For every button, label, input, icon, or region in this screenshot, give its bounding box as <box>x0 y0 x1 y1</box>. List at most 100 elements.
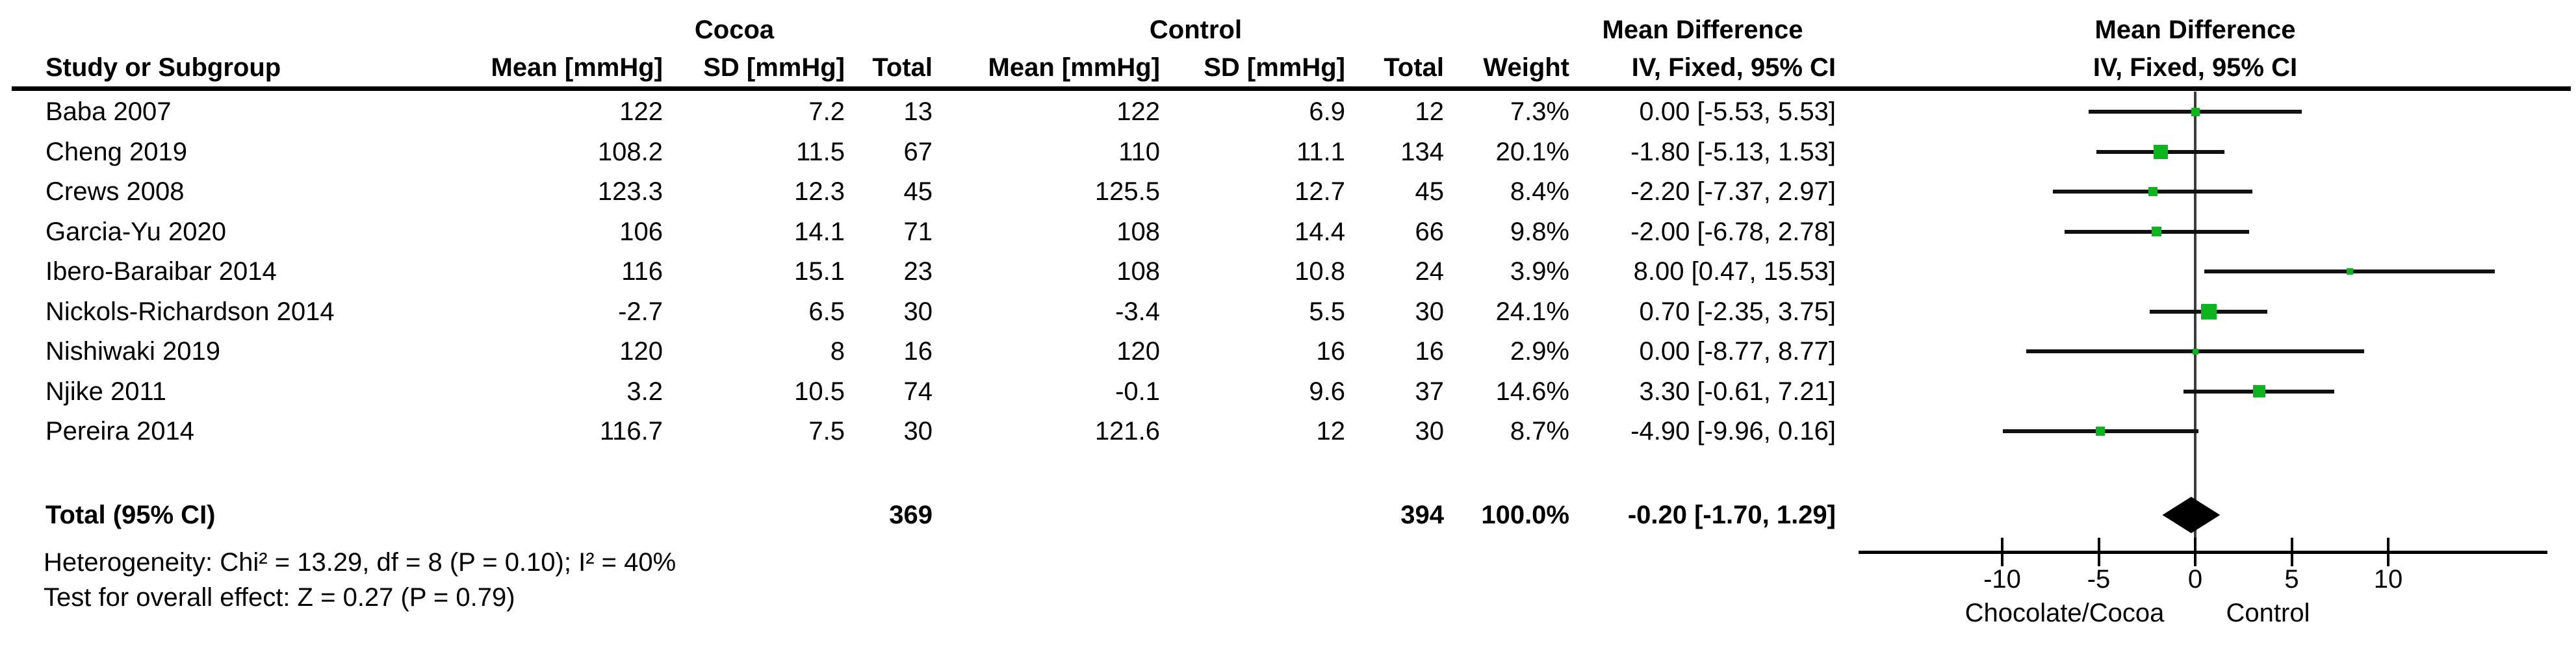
total-ci-label: -0.20 [-1.70, 1.29] <box>1627 501 1836 529</box>
study-weight: 3.9% <box>1510 257 1569 286</box>
x-axis-tick <box>2097 538 2100 566</box>
control-sd: 9.6 <box>1309 377 1345 406</box>
study-weight: 2.9% <box>1510 337 1569 366</box>
cocoa-sd: 7.5 <box>808 417 845 445</box>
point-estimate-square <box>2153 144 2168 159</box>
cocoa-mean: 108.2 <box>597 137 663 166</box>
x-axis-tick <box>2387 538 2389 566</box>
cocoa-sd: 14.1 <box>794 217 845 246</box>
col-header-weight: Weight <box>1483 53 1569 82</box>
cocoa-mean: 116.7 <box>599 417 663 445</box>
cocoa-sd: 6.5 <box>808 297 845 326</box>
study-name: Njike 2011 <box>45 377 167 406</box>
total-row-label: Total (95% CI) <box>45 501 216 529</box>
cocoa-sd: 12.3 <box>794 177 845 206</box>
study-ci-label: -4.90 [-9.96, 0.16] <box>1630 417 1836 445</box>
x-axis-tick <box>2290 538 2293 566</box>
cocoa-total: 71 <box>903 217 933 246</box>
x-axis-tick-label: 10 <box>2373 565 2403 594</box>
study-name: Ibero-Baraibar 2014 <box>45 257 277 286</box>
cocoa-mean: 116 <box>621 257 663 286</box>
cocoa-total: 67 <box>903 137 933 166</box>
point-estimate-square <box>2096 427 2106 436</box>
col-header-control-mean: Mean [mmHg] <box>988 53 1160 82</box>
col-header-cocoa-mean: Mean [mmHg] <box>491 53 663 82</box>
cocoa-sd: 10.5 <box>794 377 845 406</box>
cocoa-total: 74 <box>903 377 933 406</box>
point-estimate-square <box>2152 227 2162 236</box>
col-header-ci: IV, Fixed, 95% CI <box>1631 53 1836 82</box>
col-header-study: Study or Subgroup <box>45 53 281 82</box>
study-name: Baba 2007 <box>45 97 172 126</box>
x-axis-tick <box>2001 538 2003 566</box>
study-name: Garcia-Yu 2020 <box>45 217 226 246</box>
control-sd: 14.4 <box>1294 217 1345 246</box>
study-ci-label: 0.70 [-2.35, 3.75] <box>1639 297 1836 326</box>
zero-effect-line <box>2194 92 2196 552</box>
x-axis-line <box>1859 551 2547 554</box>
study-ci-label: -1.80 [-5.13, 1.53] <box>1630 137 1836 166</box>
study-name: Nishiwaki 2019 <box>45 337 221 366</box>
control-sd: 16 <box>1316 337 1346 366</box>
control-sd: 10.8 <box>1294 257 1345 286</box>
study-weight: 24.1% <box>1495 297 1569 326</box>
point-estimate-square <box>2252 385 2265 397</box>
overall-effect-stats: Test for overall effect: Z = 0.27 (P = 0… <box>44 583 515 612</box>
axis-label-favours-control: Control <box>2226 599 2310 627</box>
control-mean: 110 <box>1118 137 1160 166</box>
point-estimate-square <box>2191 107 2200 116</box>
x-axis-tick-label: 5 <box>2284 565 2299 594</box>
cocoa-sd: 8 <box>830 337 845 366</box>
pooled-effect-diamond <box>2162 497 2221 533</box>
control-mean: 121.6 <box>1094 417 1160 445</box>
md-plot-header: Mean Difference <box>2094 16 2296 44</box>
cocoa-total: 30 <box>903 417 933 445</box>
cocoa-mean: 106 <box>619 217 663 246</box>
point-estimate-square <box>2346 268 2353 275</box>
control-mean: -3.4 <box>1115 297 1160 326</box>
study-name: Cheng 2019 <box>45 137 187 166</box>
control-mean: 122 <box>1116 97 1160 126</box>
x-axis-tick-label: 0 <box>2187 565 2203 594</box>
control-total: 66 <box>1415 217 1445 246</box>
control-sd: 5.5 <box>1309 297 1345 326</box>
study-weight: 8.4% <box>1510 177 1569 206</box>
cocoa-total: 30 <box>903 297 933 326</box>
group-header-control: Control <box>1149 16 1243 44</box>
control-mean: 108 <box>1116 217 1160 246</box>
cocoa-total: 13 <box>903 97 933 126</box>
cocoa-sd: 15.1 <box>794 257 845 286</box>
control-sd: 6.9 <box>1309 97 1345 126</box>
header-rule <box>12 86 2571 91</box>
point-estimate-square <box>2192 348 2198 355</box>
control-sd: 12.7 <box>1294 177 1345 206</box>
col-header-control-sd: SD [mmHg] <box>1204 53 1345 82</box>
total-weight: 100.0% <box>1481 501 1569 529</box>
col-header-cocoa-sd: SD [mmHg] <box>703 53 845 82</box>
cocoa-mean: 120 <box>619 337 663 366</box>
cocoa-total: 16 <box>903 337 933 366</box>
x-axis-tick-label: -5 <box>2087 565 2111 594</box>
study-weight: 9.8% <box>1510 217 1569 246</box>
control-total: 30 <box>1415 297 1445 326</box>
study-name: Nickols-Richardson 2014 <box>45 297 335 326</box>
control-total: 12 <box>1415 97 1445 126</box>
total-cocoa-n: 369 <box>889 501 933 529</box>
study-ci-label: 0.00 [-8.77, 8.77] <box>1639 337 1836 366</box>
col-header-control-total: Total <box>1384 53 1444 82</box>
study-name: Pereira 2014 <box>45 417 195 445</box>
study-weight: 7.3% <box>1510 97 1569 126</box>
cocoa-mean: -2.7 <box>618 297 663 326</box>
control-total: 16 <box>1415 337 1445 366</box>
study-ci-label: 3.30 [-0.61, 7.21] <box>1639 377 1836 406</box>
x-axis-tick <box>2194 538 2196 566</box>
x-axis-tick-label: -10 <box>1983 565 2021 594</box>
control-mean: 125.5 <box>1094 177 1160 206</box>
study-ci-label: -2.00 [-6.78, 2.78] <box>1630 217 1836 246</box>
cocoa-mean: 123.3 <box>597 177 663 206</box>
cocoa-mean: 3.2 <box>626 377 663 406</box>
col-header-cocoa-total: Total <box>872 53 933 82</box>
axis-label-favours-cocoa: Chocolate/Cocoa <box>1964 599 2165 627</box>
cocoa-sd: 11.5 <box>796 137 845 166</box>
